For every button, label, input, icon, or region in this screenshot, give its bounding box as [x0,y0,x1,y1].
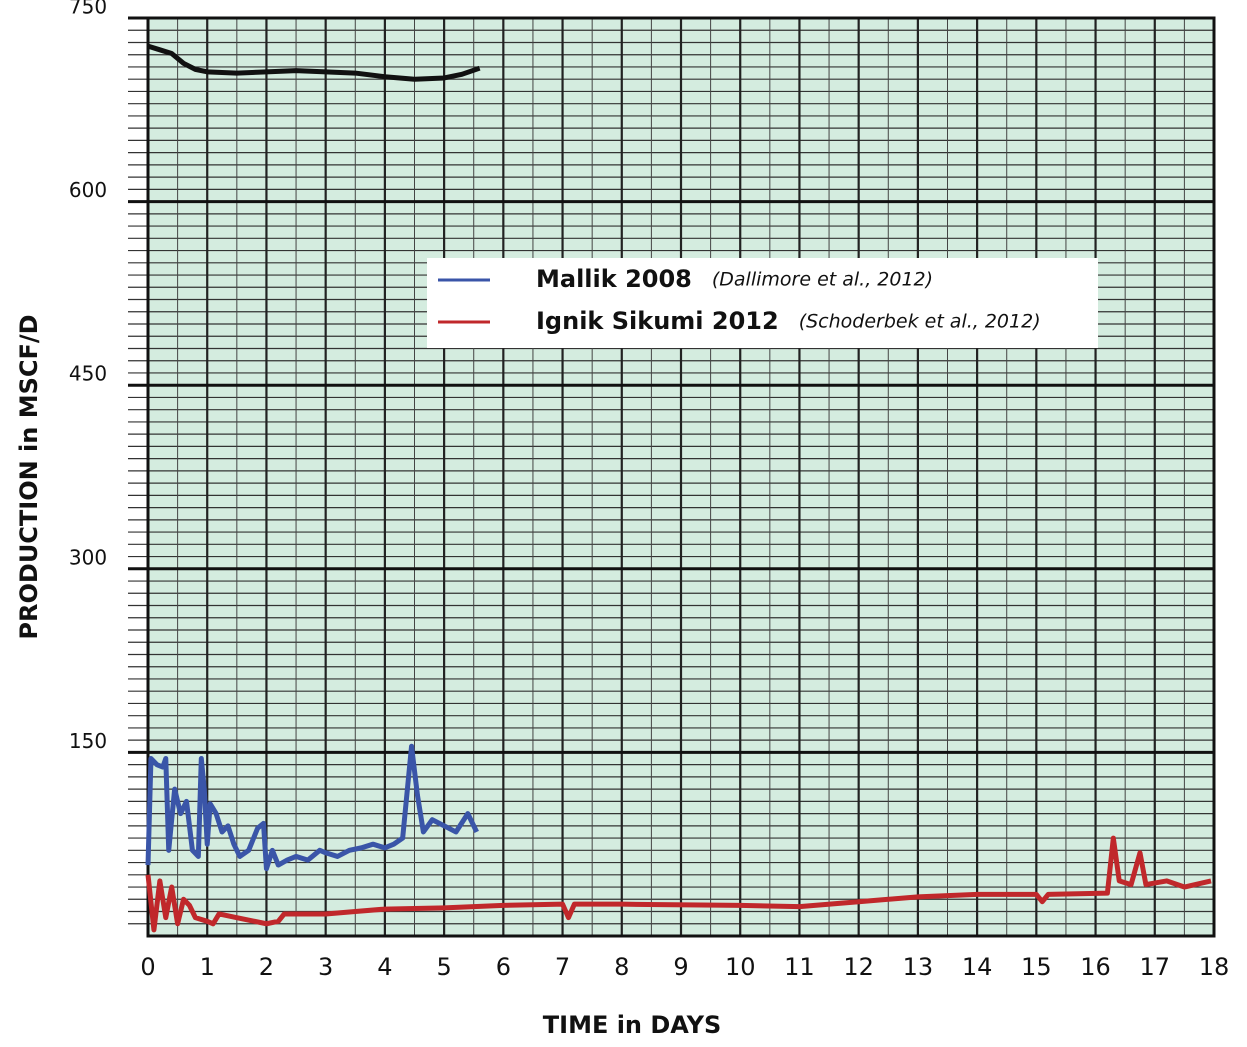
x-tick-label: 2 [259,953,274,981]
x-tick-label: 1 [200,953,215,981]
legend-citation: (Schoderbek et al., 2012) [799,311,1041,333]
legend-label: Ignik Sikumi 2012 [536,307,779,335]
x-tick-label: 11 [784,953,815,981]
x-tick-label: 15 [1021,953,1052,981]
x-tick-label: 7 [555,953,570,981]
x-tick-label: 9 [673,953,688,981]
x-tick-label: 8 [614,953,629,981]
legend-citation: (Dallimore et al., 2012) [712,269,933,291]
x-tick-label: 10 [725,953,756,981]
y-tick-label: 600 [69,178,107,202]
x-tick-label: 0 [140,953,155,981]
legend-label: Mallik 2008 [536,265,692,293]
x-tick-label: 14 [962,953,993,981]
y-tick-label: 450 [69,362,107,386]
x-tick-label: 13 [903,953,934,981]
x-tick-label: 4 [377,953,392,981]
x-tick-label: 18 [1199,953,1230,981]
x-tick-label: 12 [843,953,874,981]
y-tick-label: 750 [69,0,107,19]
x-tick-label: 5 [436,953,451,981]
y-tick-label: 300 [69,545,107,569]
x-axis-label: TIME in DAYS [543,1011,721,1039]
legend: Mallik 2008 (Dallimore et al., 2012) Ignik… [427,258,1098,348]
x-tick-label: 17 [1140,953,1171,981]
x-tick-label: 6 [496,953,511,981]
x-tick-label: 16 [1080,953,1111,981]
chart: 0123456789101112131415161718150300450600… [0,0,1247,1043]
y-axis-label: PRODUCTION in MSCF/D [15,314,43,639]
x-tick-label: 3 [318,953,333,981]
y-tick-label: 150 [69,729,107,753]
